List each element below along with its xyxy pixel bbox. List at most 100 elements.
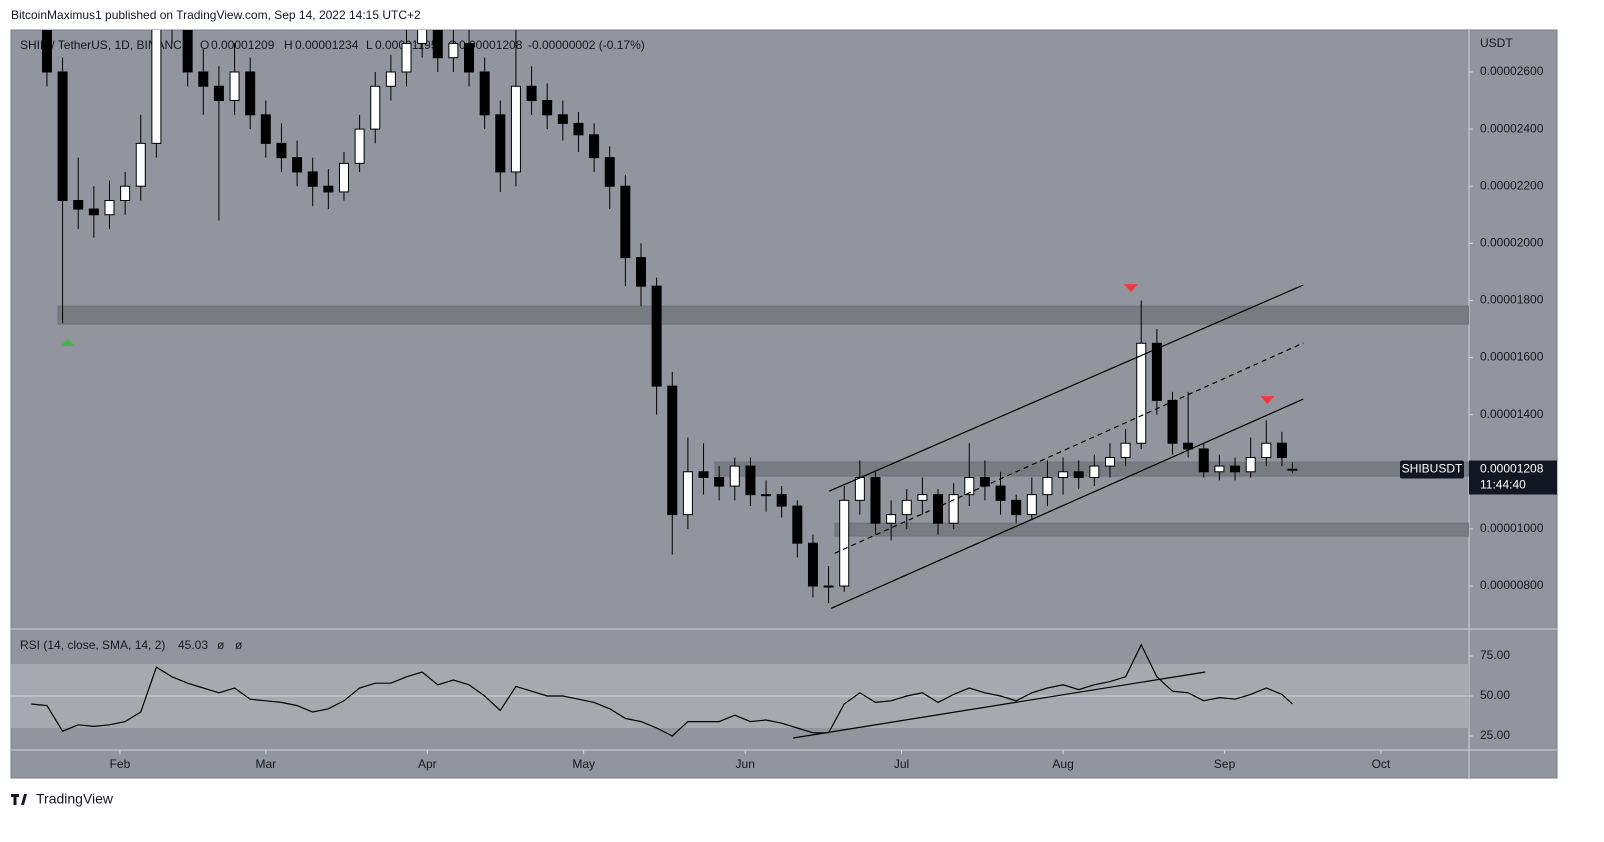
- candle-body: [401, 42, 412, 73]
- x-tick-label: Aug: [1052, 757, 1073, 771]
- candle-body: [1230, 465, 1241, 473]
- candle-body: [338, 162, 349, 193]
- candle-body: [276, 142, 287, 159]
- rsi-tick-label: 50.00: [1480, 688, 1510, 702]
- zone: [57, 305, 1469, 325]
- rsi-last: 45.03: [178, 638, 208, 652]
- y-tick-label: 0.00001000: [1480, 521, 1544, 535]
- candle-body: [57, 71, 68, 201]
- rsi-tick-label: 25.00: [1480, 728, 1510, 742]
- legend-value: 0.00001208: [459, 38, 523, 52]
- candle-body: [1276, 442, 1287, 459]
- symbol-tag-label: SHIBUSDT: [1402, 462, 1463, 476]
- candle-body: [73, 199, 84, 210]
- candle-body: [27, 0, 36, 1]
- candle-body: [245, 71, 256, 116]
- candle-body: [995, 485, 1006, 501]
- y-tick-label: 0.00002600: [1480, 64, 1544, 78]
- candle-body: [1214, 465, 1225, 473]
- candle-body: [354, 128, 365, 164]
- candle-body: [604, 157, 615, 187]
- candle-body: [448, 42, 459, 59]
- candle-body: [1151, 342, 1162, 401]
- y-tick-label: 0.00002200: [1480, 178, 1544, 192]
- x-tick-label: Feb: [110, 757, 131, 771]
- trendline: [830, 398, 1304, 609]
- candle-body: [307, 171, 318, 187]
- rsi-pane: [11, 643, 1469, 739]
- price-tag-label: 0.00001208: [1480, 462, 1544, 476]
- symbol-tag: [1400, 460, 1464, 479]
- trendline: [834, 342, 1304, 554]
- legend-key: H: [284, 38, 293, 52]
- candle-body: [41, 30, 52, 73]
- candle-body: [292, 157, 303, 173]
- candle-body: [698, 471, 709, 479]
- chart-frame: [10, 29, 1558, 779]
- x-tick-label: May: [572, 757, 595, 771]
- candle-body: [1136, 342, 1147, 444]
- trendline: [828, 284, 1304, 492]
- candle-body: [213, 85, 224, 102]
- candle-body: [510, 85, 521, 173]
- candle-body: [964, 477, 975, 496]
- candle-body: [792, 505, 803, 544]
- candle-body: [839, 499, 850, 587]
- candle-body: [729, 465, 740, 487]
- candle-body: [1183, 442, 1194, 450]
- candle-body: [573, 122, 584, 136]
- candle-body: [745, 465, 756, 496]
- legend-value: 0.00001209: [211, 38, 275, 52]
- axes: 75.00 50.00 25.00 0.00000800 0.00001000 0.000…: [110, 64, 1557, 771]
- axis-unit: USDT: [1480, 36, 1513, 50]
- candle-body: [1245, 457, 1256, 473]
- x-tick-label: Mar: [255, 757, 276, 771]
- y-tick-label: 0.00002000: [1480, 235, 1544, 249]
- x-tick-label: Oct: [1372, 757, 1391, 771]
- candle-body: [432, 30, 443, 59]
- candle-body: [464, 42, 475, 73]
- publish-info: BitcoinMaximus1 published on TradingView…: [11, 8, 421, 22]
- rsi-tick-label: 75.00: [1480, 648, 1510, 662]
- y-tick-label: 0.00000800: [1480, 578, 1544, 592]
- legend-key: L: [366, 38, 373, 52]
- candle-body: [1011, 499, 1022, 516]
- signal-marker: [1123, 284, 1138, 293]
- candle-body: [542, 100, 553, 116]
- candle-body: [1167, 399, 1178, 444]
- candle-body: [823, 585, 834, 588]
- candle-body: [557, 114, 568, 124]
- candle-body: [135, 142, 146, 187]
- candle-body: [120, 185, 131, 201]
- candle-body: [761, 494, 772, 497]
- legend-key: O: [200, 38, 209, 52]
- rsi-line: [31, 643, 1293, 737]
- candle-body: [495, 114, 506, 173]
- rsi-legend: RSI (14, close, SMA, 14, 2): [20, 638, 165, 652]
- candle-body: [229, 71, 240, 102]
- candle-body: [979, 477, 990, 487]
- price-pane: [27, 0, 1469, 609]
- price-tag: [1469, 460, 1557, 495]
- signal-marker: [1260, 396, 1275, 405]
- candle-body: [1073, 471, 1084, 479]
- candle-body: [667, 385, 678, 516]
- candle-body: [104, 199, 115, 216]
- candle-body: [1089, 465, 1100, 479]
- candle-body: [620, 185, 631, 259]
- candle-body: [776, 494, 787, 507]
- candle-body: [1198, 448, 1209, 473]
- y-tick-label: 0.00001600: [1480, 350, 1544, 364]
- candle-body: [1042, 477, 1053, 496]
- rsi-trendline: [793, 671, 1206, 739]
- candle-body: [370, 85, 381, 130]
- candle-body: [886, 514, 897, 524]
- candle-body: [948, 494, 959, 524]
- candle-body: [88, 208, 99, 216]
- candle-body: [854, 477, 865, 501]
- y-tick-label: 0.00001400: [1480, 407, 1544, 421]
- candle-body: [151, 30, 162, 144]
- candle-body: [1104, 457, 1115, 467]
